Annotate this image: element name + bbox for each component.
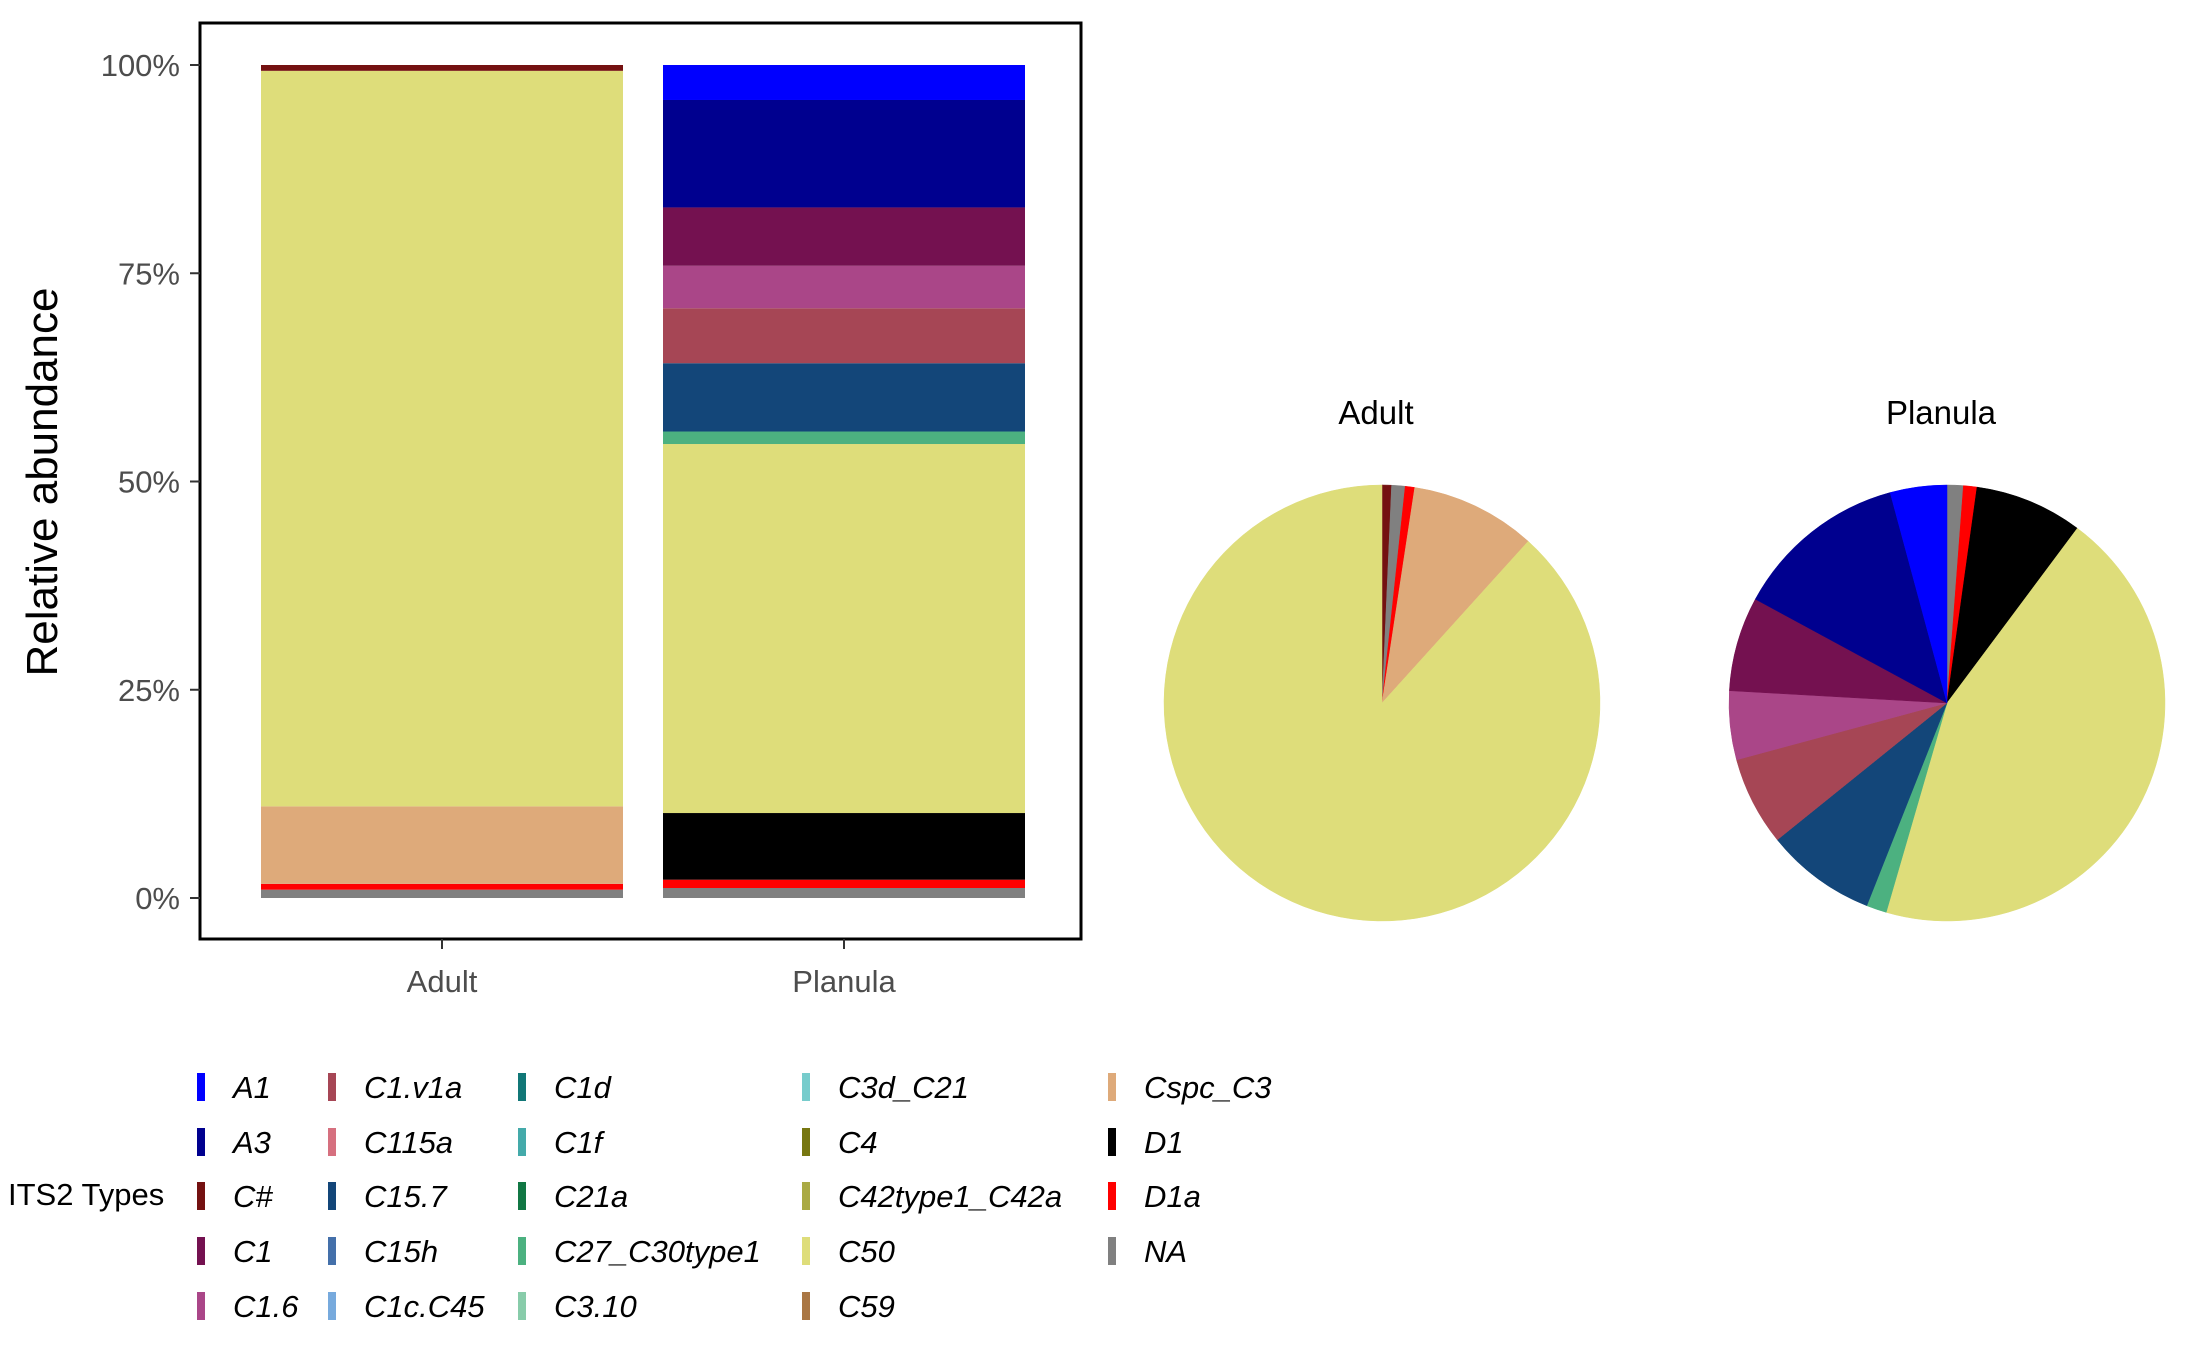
legend: ITS2 Types A1 A3 C# C1 C1.6 C1.v1a C115a C15.7 C…	[8, 1070, 1272, 1324]
legend-key-c15h	[328, 1237, 336, 1265]
bar-segment-planula-c1-6	[663, 265, 1025, 309]
legend-label-c1c-c45: C1c.C45	[364, 1289, 485, 1324]
bar-segment-adult-c50	[261, 70, 623, 807]
bar-segment-adult-d1a	[261, 883, 623, 890]
legend-key-c1f	[518, 1128, 526, 1156]
legend-label-cspc-c3: Cspc_C3	[1144, 1070, 1272, 1105]
legend-label-c3-10: C3.10	[554, 1289, 637, 1324]
y-tick-label: 25%	[118, 673, 180, 708]
legend-label-c: C#	[233, 1179, 273, 1214]
legend-label-c1-v1a: C1.v1a	[364, 1070, 462, 1105]
legend-title: ITS2 Types	[8, 1177, 164, 1212]
legend-key-c1-v1a	[328, 1073, 336, 1101]
bar-segment-planula-d1a	[663, 879, 1025, 889]
legend-label-c4: C4	[838, 1125, 878, 1160]
legend-label-c1: C1	[233, 1234, 273, 1269]
legend-key-d1a	[1108, 1182, 1116, 1210]
y-tick-label: 100%	[101, 48, 180, 83]
pie-slices-adult	[1163, 484, 1601, 922]
x-tick-label-adult: Adult	[407, 964, 478, 999]
y-tick-label: 50%	[118, 465, 180, 500]
legend-key-c1c-c45	[328, 1292, 336, 1320]
bar-segment-planula-c15-7	[663, 363, 1025, 432]
legend-key-na	[1108, 1237, 1116, 1265]
bar-segment-planula-na	[663, 888, 1025, 898]
legend-key-c1	[197, 1237, 205, 1265]
legend-label-c15h: C15h	[364, 1234, 438, 1269]
bar-segment-planula-c1	[663, 207, 1025, 266]
y-axis-title: Relative abundance	[18, 288, 67, 677]
legend-key-c115a	[328, 1128, 336, 1156]
pie-slice-adult-cspc-c3	[1381, 487, 1529, 704]
legend-key-c1d	[518, 1073, 526, 1101]
legend-label-c1f: C1f	[554, 1125, 606, 1160]
y-tick-label: 75%	[118, 256, 180, 291]
legend-label-d1: D1	[1144, 1125, 1184, 1160]
pie-chart-planula: Planula	[1728, 394, 2166, 922]
y-axis-ticks: 0% 25% 50% 75% 100%	[101, 48, 200, 916]
x-tick-label-planula: Planula	[792, 964, 896, 999]
legend-label-c59: C59	[838, 1289, 895, 1324]
y-tick-label: 0%	[135, 881, 180, 916]
legend-label-c21a: C21a	[554, 1179, 628, 1214]
legend-key-c1-6	[197, 1292, 205, 1320]
bar-segments	[261, 65, 1025, 898]
legend-key-c59	[802, 1292, 810, 1320]
bar-segment-planula-a3	[663, 99, 1025, 208]
legend-label-c50: C50	[838, 1234, 895, 1269]
pie-slices-planula	[1728, 484, 2166, 922]
pie-slice-planula-a3	[1754, 492, 1948, 704]
legend-label-c15-7: C15.7	[364, 1179, 448, 1214]
legend-label-c1-6: C1.6	[233, 1289, 299, 1324]
pie-slice-planula-c15-7	[1776, 702, 1948, 907]
legend-label-d1a: D1a	[1144, 1179, 1201, 1214]
legend-key-a3	[197, 1128, 205, 1156]
pie-chart-adult: Adult	[1163, 394, 1601, 922]
bar-segment-planula-a1	[663, 65, 1025, 100]
legend-label-a3: A3	[231, 1125, 271, 1160]
stacked-bar-chart: 0% 25% 50% 75% 100% Adult Planula Relative ab…	[18, 21, 1083, 999]
legend-key-cspc-c3	[1108, 1073, 1116, 1101]
pie-title-planula: Planula	[1886, 394, 1997, 431]
legend-label-c3d-c21: C3d_C21	[838, 1070, 969, 1105]
pie-slice-planula-c50	[1885, 527, 2166, 922]
x-axis-ticks: Adult Planula	[407, 939, 896, 999]
bar-segment-planula-c50	[663, 444, 1025, 814]
bar-segment-adult-c	[261, 65, 623, 71]
legend-label-a1: A1	[231, 1070, 271, 1105]
bar-segment-adult-cspc-c3	[261, 806, 623, 884]
pie-slice-adult-c50	[1163, 484, 1601, 922]
legend-key-c4	[802, 1128, 810, 1156]
legend-label-c115a: C115a	[364, 1125, 453, 1160]
legend-key-c3-10	[518, 1292, 526, 1320]
legend-label-na: NA	[1144, 1234, 1187, 1269]
legend-key-d1	[1108, 1128, 1116, 1156]
bar-segment-adult-na	[261, 889, 623, 898]
bar-segment-planula-d1	[663, 813, 1025, 880]
pie-title-adult: Adult	[1338, 394, 1413, 431]
legend-items: A1 A3 C# C1 C1.6 C1.v1a C115a C15.7 C15h C1c.C45 C…	[197, 1070, 1272, 1324]
legend-key-c21a	[518, 1182, 526, 1210]
legend-key-c3d-c21	[802, 1073, 810, 1101]
pie-slice-planula-d1	[1946, 486, 2078, 704]
legend-key-c15-7	[328, 1182, 336, 1210]
legend-key-c27-c30type1	[518, 1237, 526, 1265]
legend-key-c50	[802, 1237, 810, 1265]
bar-segment-planula-c1-v1a	[663, 308, 1025, 364]
legend-label-c42type1-c42a: C42type1_C42a	[838, 1179, 1062, 1214]
legend-label-c27-c30type1: C27_C30type1	[554, 1234, 761, 1269]
legend-key-c42type1-c42a	[802, 1182, 810, 1210]
bar-segment-planula-c27-c30type1	[663, 431, 1025, 445]
pie-slice-planula-a1	[1889, 484, 1948, 704]
legend-label-c1d: C1d	[554, 1070, 613, 1105]
legend-key-a1	[197, 1073, 205, 1101]
legend-key-c	[197, 1182, 205, 1210]
